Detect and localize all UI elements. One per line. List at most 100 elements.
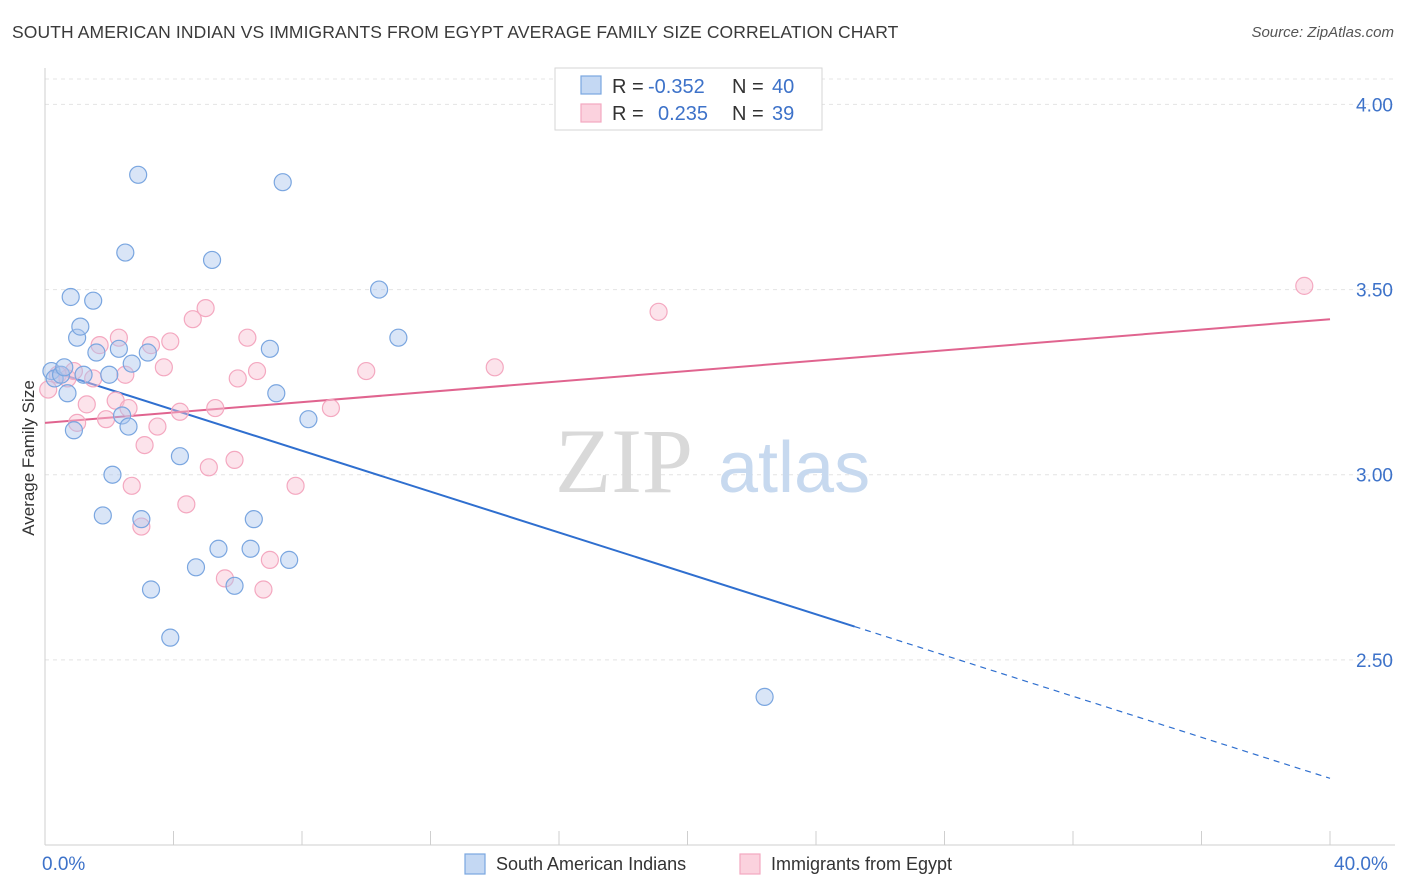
point-series1-22 [183, 310, 202, 329]
stats-n-label-2: N = [732, 103, 764, 125]
x-tick-label-min: 0.0% [42, 854, 85, 875]
series-legend: South American Indians Immigrants from E… [464, 853, 952, 875]
y-axis-title: Average Family Size [19, 380, 38, 536]
point-series0-8 [71, 317, 90, 336]
point-series0-37 [370, 280, 389, 299]
stats-n-label-1: N = [732, 76, 764, 98]
point-series0-27 [202, 250, 222, 270]
point-series1-0 [39, 380, 58, 399]
watermark-atlas: atlas [718, 428, 870, 508]
point-series1-27 [225, 450, 244, 470]
point-series1-23 [196, 298, 215, 318]
point-series0-19 [122, 354, 141, 373]
point-series0-9 [74, 365, 93, 384]
point-series1-28 [228, 369, 247, 388]
point-series1-25 [206, 398, 225, 418]
point-series0-16 [112, 406, 132, 425]
point-series1-20 [170, 402, 190, 421]
point-series1-26 [215, 569, 234, 588]
legend-swatch-south-american-indians [464, 853, 486, 875]
point-series0-11 [87, 343, 106, 362]
stats-n-value-2: 39 [772, 103, 794, 125]
stats-legend: R = -0.352 N = 40 R = 0.235 N = 39 [554, 67, 823, 131]
point-series0-30 [241, 539, 260, 558]
point-series0-29 [225, 576, 244, 595]
point-series0-21 [132, 510, 151, 529]
point-series1-5 [77, 395, 96, 414]
point-series0-39 [755, 687, 774, 706]
point-series0-28 [209, 539, 228, 558]
grid-lines [45, 78, 1395, 661]
trend-line-extension-0 [854, 625, 1331, 779]
point-series1-29 [238, 328, 257, 347]
point-series0-4 [58, 384, 77, 403]
point-series0-12 [93, 506, 112, 525]
point-series0-34 [273, 173, 292, 192]
point-series1-31 [254, 580, 273, 599]
point-series0-22 [138, 343, 157, 362]
point-series0-14 [103, 465, 122, 484]
y-tick-labels: 2.50 3.00 3.50 4.00 [1356, 95, 1393, 671]
point-series0-24 [161, 628, 180, 647]
source-label: Source: ZipAtlas.com [1251, 24, 1394, 41]
point-series1-19 [161, 332, 180, 351]
point-series0-20 [129, 165, 148, 184]
x-tick-label-max: 40.0% [1334, 854, 1388, 875]
point-series0-31 [244, 510, 263, 529]
trend-lines [44, 318, 1331, 779]
point-series1-21 [177, 495, 196, 514]
stats-r-label-2: R = [612, 103, 644, 125]
point-series1-24 [199, 458, 218, 477]
point-series0-25 [170, 447, 190, 466]
point-series0-35 [280, 550, 299, 569]
point-series0-15 [109, 339, 128, 358]
point-series0-5 [61, 287, 80, 307]
watermark: ZIP atlas [555, 410, 870, 512]
stats-r-label-1: R = [612, 76, 644, 98]
point-series0-10 [84, 291, 103, 310]
point-series1-38 [1295, 276, 1314, 295]
stats-swatch-pink [580, 103, 602, 123]
point-series1-37 [649, 302, 668, 321]
point-series1-33 [286, 476, 305, 495]
axes [44, 68, 1395, 846]
point-series0-6 [64, 421, 84, 440]
point-series0-13 [100, 365, 119, 384]
point-series1-11 [116, 365, 135, 384]
point-series1-32 [260, 550, 279, 569]
point-series1-17 [148, 417, 167, 436]
legend-label-south-american-indians: South American Indians [496, 854, 686, 874]
chart-title: SOUTH AMERICAN INDIAN VS IMMIGRANTS FROM… [12, 22, 899, 42]
point-series1-30 [247, 361, 267, 381]
legend-label-immigrants-from-egypt: Immigrants from Egypt [771, 854, 952, 874]
point-series0-3 [55, 358, 74, 377]
watermark-zip: ZIP [555, 410, 693, 512]
y-tick-label-1: 3.00 [1356, 466, 1393, 487]
point-series0-17 [116, 243, 135, 262]
trend-line-1 [44, 318, 1331, 424]
point-series1-15 [135, 435, 154, 455]
y-tick-label-3: 4.00 [1356, 95, 1393, 116]
point-series0-32 [260, 339, 279, 358]
point-series1-36 [485, 358, 504, 377]
point-series1-13 [122, 476, 141, 495]
stats-swatch-blue [580, 75, 602, 95]
stats-r-value-1: -0.352 [648, 76, 705, 98]
y-tick-label-0: 2.50 [1356, 651, 1393, 672]
stats-r-value-2: 0.235 [658, 103, 708, 125]
legend-swatch-immigrants-from-egypt [739, 853, 761, 875]
point-series0-18 [119, 417, 138, 436]
point-series1-35 [357, 361, 376, 381]
point-series1-8 [96, 410, 116, 429]
point-series1-14 [132, 517, 151, 536]
point-series0-38 [389, 328, 408, 347]
point-series1-12 [119, 398, 138, 418]
y-tick-label-2: 3.50 [1356, 281, 1393, 302]
stats-n-value-1: 40 [772, 76, 794, 98]
point-series0-23 [141, 580, 161, 599]
point-series1-34 [321, 398, 341, 418]
data-points [39, 165, 1314, 706]
point-series0-7 [68, 328, 87, 347]
point-series0-36 [299, 410, 318, 429]
